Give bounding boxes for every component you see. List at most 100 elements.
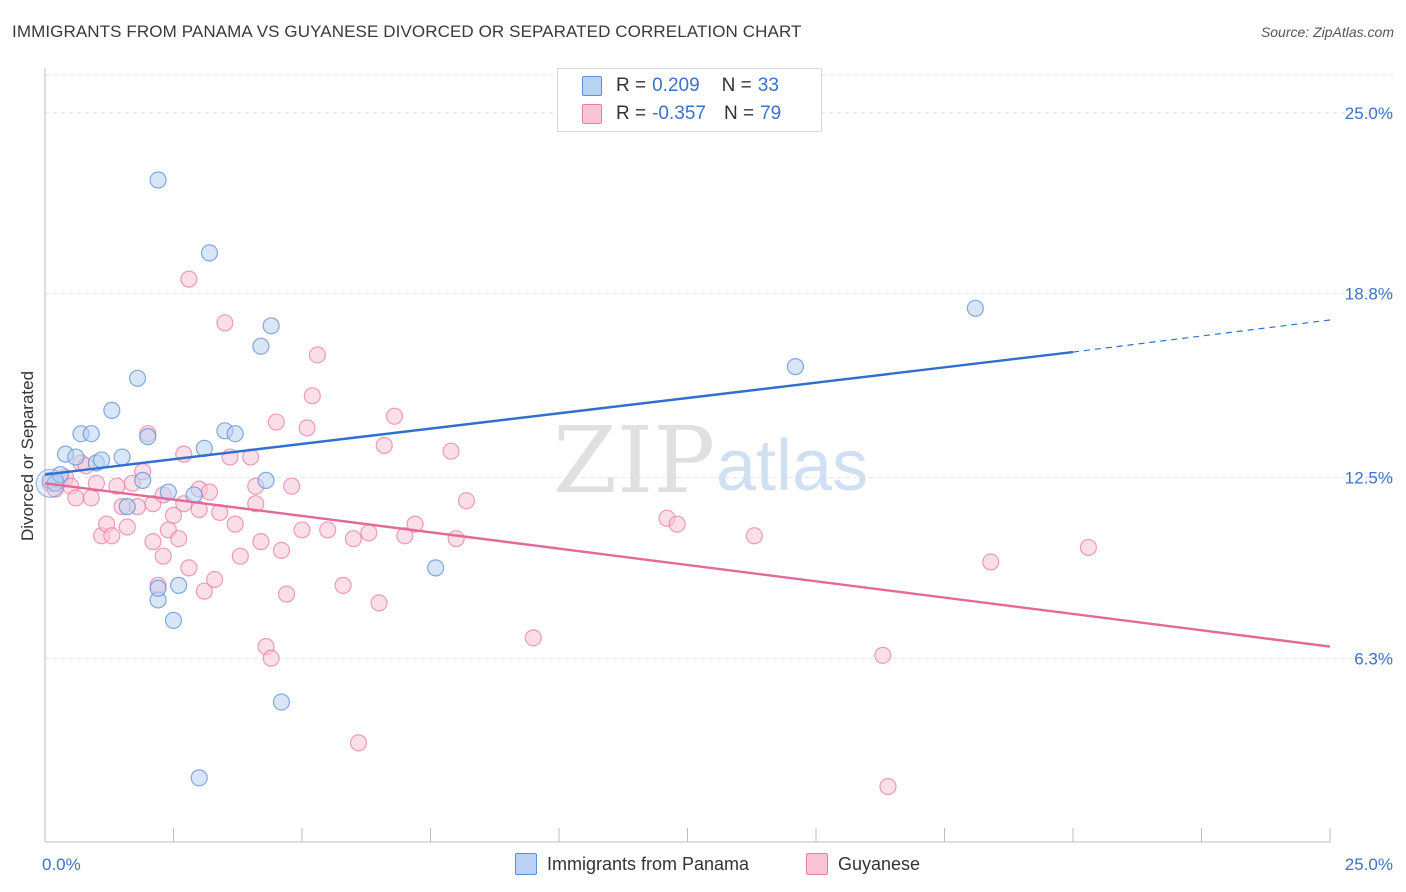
point-guyanese [164,506,183,524]
point-guyanese [67,489,85,507]
bottom-legend-label-guyanese: Guyanese [838,853,921,874]
axes [44,68,1331,843]
r-label: R = [616,103,647,124]
trend-lines [44,319,1331,648]
bottom-legend-label-panama: Immigrants from Panama [547,853,750,874]
source-label: Source: ZipAtlas.com [1260,24,1394,40]
point-guyanese [396,527,414,545]
y-axis-label: Divorced or Separated [18,370,37,542]
data-points [35,171,1098,796]
point-guyanese [262,649,280,667]
trend-line-panama [44,350,1074,476]
point-panama [164,611,183,629]
y-tick-label: 6.3% [1354,649,1393,668]
n-label: N = [723,103,755,124]
point-guyanese [293,521,311,539]
point-guyanese [180,270,198,288]
point-guyanese [103,527,121,545]
point-guyanese [170,530,188,548]
x-tick-label: 0.0% [42,855,81,874]
point-guyanese [252,533,270,551]
point-guyanese [406,515,424,533]
point-guyanese [370,594,388,612]
watermark-atlas: atlas [716,426,868,506]
point-guyanese [375,436,393,454]
y-tick-label: 25.0% [1345,104,1393,123]
point-guyanese [277,585,296,603]
watermark-zip: ZIP [553,407,715,514]
point-guyanese [82,489,100,507]
chart-title: IMMIGRANTS FROM PANAMA VS GUYANESE DIVOR… [12,22,802,41]
point-guyanese [349,734,368,752]
legend-swatch-panama [582,76,602,96]
point-panama [149,171,167,189]
point-guyanese [874,646,892,664]
point-guyanese [385,407,404,425]
point-panama [257,471,275,489]
point-guyanese [195,582,213,600]
y-tick-label: 18.8% [1345,285,1393,304]
bottom-legend-swatch-panama [515,853,537,875]
point-panama [149,579,167,597]
n-value: 79 [760,103,782,124]
point-panama [200,244,219,262]
tick-labels: 6.3% 12.5% 18.8% 25.0% 0.0% 25.0% [42,104,1393,874]
point-guyanese [180,559,198,577]
r-value: -0.357 [652,103,706,124]
point-guyanese [360,524,378,542]
bottom-legend-guyanese: Guyanese [806,852,920,876]
point-guyanese [118,518,136,536]
point-panama [118,498,136,516]
point-guyanese [334,576,352,594]
point-guyanese [298,419,316,437]
point-panama [252,337,270,355]
point-panama [139,428,157,446]
grid-lines [45,74,1395,659]
point-guyanese [442,442,460,460]
point-guyanese [457,492,476,510]
n-value: 33 [757,75,779,96]
point-panama [262,317,280,335]
point-panama [92,451,111,469]
point-panama [67,448,85,466]
trend-line-guyanese [44,482,1331,648]
point-panama [966,299,984,317]
y-tick-label: 12.5% [1345,468,1393,487]
point-guyanese [668,515,686,533]
point-guyanese [87,474,106,492]
point-guyanese [283,477,301,495]
legend-row-guyanese: R = -0.357 N = 79 [582,101,781,127]
point-guyanese [319,521,337,539]
x-tick-label: 25.0% [1345,855,1393,874]
point-guyanese [745,527,763,545]
point-panama [190,769,208,787]
point-panama [786,358,805,376]
r-value: 0.209 [652,75,700,96]
bottom-legend-panama: Immigrants from Panama [515,852,749,876]
point-guyanese [447,530,465,548]
point-guyanese [216,314,234,332]
point-panama [128,369,147,387]
point-guyanese [231,547,249,565]
point-panama [134,471,152,489]
point-panama [113,448,131,466]
point-panama [170,576,188,594]
point-guyanese [226,515,244,533]
trend-line-panama-extension [1072,319,1331,353]
bottom-legend-swatch-guyanese [806,853,828,875]
point-guyanese [1079,538,1098,557]
point-panama [272,693,291,711]
legend-row-panama: R = 0.209 N = 33 [582,73,779,99]
point-guyanese [144,533,162,551]
point-guyanese [247,495,265,513]
point-guyanese [206,570,224,589]
point-guyanese [879,777,897,796]
point-panama [226,425,244,443]
correlation-legend: R = 0.209 N = 33 R = -0.357 N = 79 [557,68,822,132]
point-guyanese [308,346,327,364]
point-guyanese [272,541,291,559]
point-guyanese [200,483,219,501]
point-guyanese [267,413,285,431]
r-label: R = [616,75,647,96]
